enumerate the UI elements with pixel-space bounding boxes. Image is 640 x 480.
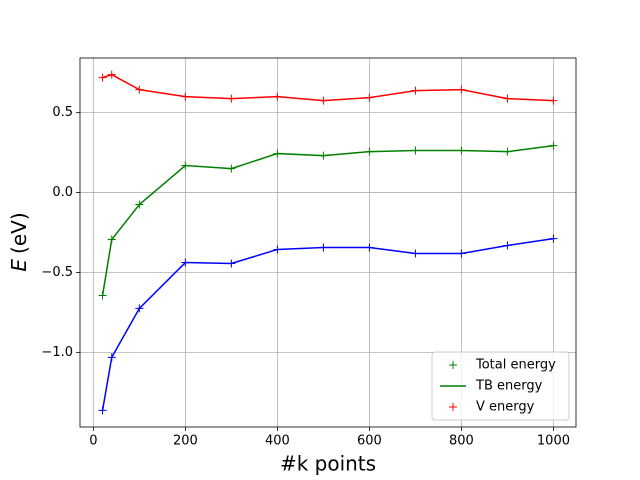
series-line — [102, 73, 554, 102]
point-marker — [227, 94, 236, 103]
legend-label: TB energy — [475, 379, 543, 394]
series-line — [101, 237, 554, 411]
y-axis-unit: (eV) — [7, 212, 31, 254]
point-marker — [107, 353, 116, 362]
x-tick-label: 400 — [265, 434, 290, 449]
point-marker — [365, 147, 374, 156]
point-marker — [503, 241, 512, 250]
point-marker — [98, 73, 107, 82]
x-axis-label: #k points — [280, 452, 376, 476]
y-axis-label: E (eV) — [7, 212, 31, 271]
point-marker — [181, 258, 190, 267]
y-tick-label: −1.0 — [41, 345, 73, 360]
point-marker — [98, 406, 107, 415]
legend-box — [431, 351, 570, 421]
x-tick-label: 600 — [357, 434, 382, 449]
point-marker — [107, 235, 116, 244]
point-marker — [549, 234, 558, 243]
point-marker — [319, 151, 328, 160]
point-marker — [365, 93, 374, 102]
point-marker — [273, 149, 282, 158]
point-marker — [411, 249, 420, 258]
point-marker — [549, 96, 558, 105]
x-tick-label: 0 — [89, 434, 97, 449]
point-marker — [503, 94, 512, 103]
point-marker — [457, 146, 466, 155]
point-marker — [181, 92, 190, 101]
point-marker — [107, 70, 116, 79]
y-tick-label: 0.0 — [52, 185, 73, 200]
point-marker — [273, 245, 282, 254]
point-marker — [503, 147, 512, 156]
point-marker — [365, 243, 374, 252]
point-marker — [227, 259, 236, 268]
point-marker — [319, 243, 328, 252]
point-marker — [135, 304, 144, 313]
point-marker — [411, 86, 420, 95]
legend-label: V energy — [476, 400, 535, 415]
point-marker — [457, 249, 466, 258]
point-marker — [457, 85, 466, 94]
point-marker — [227, 164, 236, 173]
point-marker — [273, 92, 282, 101]
point-marker — [319, 96, 328, 105]
legend-marker — [449, 361, 457, 369]
point-marker — [135, 85, 144, 94]
legend-label: Total energy — [475, 358, 556, 373]
legend-marker — [449, 403, 457, 411]
y-tick-label: −0.5 — [41, 265, 73, 280]
point-marker — [135, 200, 144, 209]
x-tick-label: 800 — [449, 434, 474, 449]
point-marker — [98, 291, 107, 300]
x-tick-label: 200 — [173, 434, 198, 449]
point-marker — [549, 141, 558, 150]
x-tick-label: 1000 — [537, 434, 570, 449]
point-marker — [411, 146, 420, 155]
y-tick-label: 0.5 — [52, 105, 73, 120]
y-axis-symbol: E — [7, 259, 31, 272]
point-marker — [181, 161, 190, 170]
plot-frame — [79, 57, 577, 428]
series-line — [101, 144, 554, 296]
